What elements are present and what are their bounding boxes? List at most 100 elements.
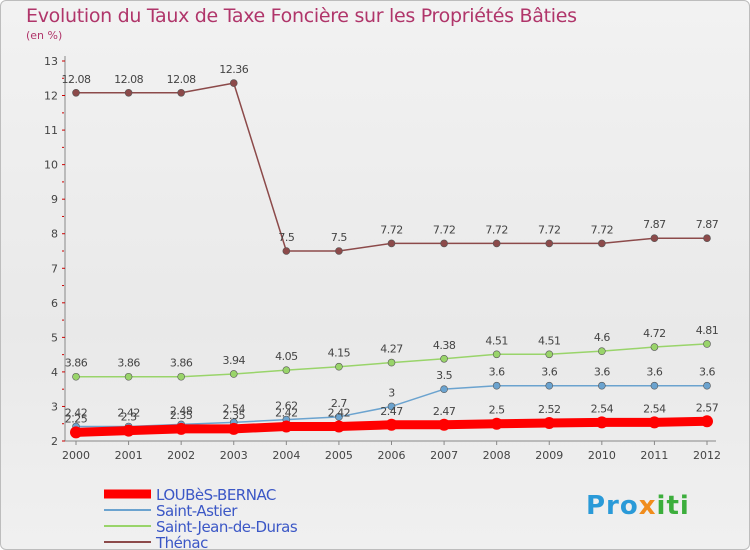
data-label-Thénac-2006: 7.72: [380, 223, 403, 236]
logo-part-3: iti: [656, 491, 690, 521]
point-Thénac-2012: [703, 234, 711, 243]
data-label-LOUBèS-BERNAC-2002: 2.35: [170, 409, 193, 422]
data-label-Saint-Jean-de-Duras-2006: 4.27: [380, 343, 403, 356]
point-Thénac-2002: [177, 88, 185, 97]
point-Saint-Astier-2005: [335, 413, 343, 421]
point-LOUBèS-BERNAC-2004: [280, 420, 293, 433]
x-tick-label-2004: 2004: [272, 449, 300, 462]
x-tick-label-2000: 2000: [62, 449, 90, 462]
x-tick-label-2009: 2009: [535, 449, 563, 462]
point-Saint-Jean-de-Duras-2000: [72, 372, 80, 381]
y-tick-label-3: 3: [51, 400, 58, 413]
data-label-Saint-Jean-de-Duras-2000: 3.86: [65, 357, 88, 370]
point-Saint-Astier-2010: [598, 381, 606, 390]
legend-label-Saint-Astier: Saint-Astier: [156, 502, 238, 520]
point-Saint-Jean-de-Duras-2007: [440, 354, 448, 363]
data-label-Saint-Astier-2009: 3.6: [541, 366, 557, 379]
x-tick-label-2003: 2003: [220, 449, 248, 462]
point-Saint-Astier-2012: [703, 381, 711, 390]
data-label-Thénac-2012: 7.87: [696, 218, 719, 231]
x-tick-label-2008: 2008: [483, 449, 511, 462]
data-label-Saint-Astier-2002: 2.48: [170, 404, 193, 417]
point-LOUBèS-BERNAC-2010: [595, 416, 608, 429]
data-label-LOUBèS-BERNAC-2006: 2.47: [380, 405, 403, 418]
y-tick-label-8: 8: [51, 228, 58, 241]
y-tick-label-13: 13: [44, 55, 58, 68]
data-label-LOUBèS-BERNAC-2007: 2.47: [433, 405, 456, 418]
x-tick-label-2007: 2007: [430, 449, 458, 462]
point-Thénac-2008: [492, 239, 501, 248]
point-LOUBèS-BERNAC-2012: [701, 415, 713, 428]
data-label-Saint-Jean-de-Duras-2011: 4.72: [643, 327, 666, 340]
chart-subtitle: (en %): [26, 29, 63, 42]
point-LOUBèS-BERNAC-2001: [122, 424, 135, 437]
data-label-Saint-Jean-de-Duras-2004: 4.05: [275, 350, 298, 363]
data-label-Thénac-2007: 7.72: [433, 223, 456, 236]
data-label-Thénac-2002: 12.08: [167, 73, 196, 86]
point-Saint-Jean-de-Duras-2002: [177, 372, 185, 381]
point-Thénac-2009: [545, 239, 554, 248]
data-label-Saint-Jean-de-Duras-2007: 4.38: [433, 339, 456, 352]
data-label-Saint-Astier-2008: 3.6: [489, 366, 505, 379]
data-label-LOUBèS-BERNAC-2011: 2.54: [643, 402, 666, 415]
data-label-Saint-Astier-2011: 3.6: [646, 366, 662, 379]
point-Saint-Jean-de-Duras-2004: [282, 366, 291, 374]
data-label-Thénac-2004: 7.5: [278, 231, 294, 244]
logo-part-2: x: [638, 491, 657, 521]
point-Saint-Jean-de-Duras-2011: [650, 343, 659, 351]
point-LOUBèS-BERNAC-2011: [648, 416, 661, 429]
data-label-Saint-Astier-2010: 3.6: [594, 366, 610, 379]
point-Saint-Jean-de-Duras-2001: [124, 372, 133, 381]
point-Saint-Astier-2007: [440, 385, 448, 393]
data-label-Thénac-2009: 7.72: [538, 223, 561, 236]
legend-label-LOUBèS-BERNAC: LOUBèS-BERNAC: [156, 486, 276, 504]
point-Thénac-2007: [440, 239, 448, 248]
point-Saint-Jean-de-Duras-2005: [335, 362, 343, 371]
y-tick-label-6: 6: [51, 297, 58, 310]
data-label-Saint-Jean-de-Duras-2005: 4.15: [328, 347, 351, 360]
point-LOUBèS-BERNAC-2003: [227, 422, 240, 435]
point-Saint-Jean-de-Duras-2012: [703, 340, 711, 348]
x-tick-label-2006: 2006: [378, 449, 406, 462]
data-label-Thénac-2001: 12.08: [114, 73, 143, 86]
data-label-Saint-Jean-de-Duras-2001: 3.86: [117, 357, 140, 370]
x-tick-label-2005: 2005: [325, 449, 353, 462]
data-label-LOUBèS-BERNAC-2012: 2.57: [696, 401, 719, 414]
data-label-Saint-Astier-2005: 2.7: [331, 397, 347, 410]
data-label-Saint-Astier-2000: 2.42: [65, 406, 88, 419]
y-tick-label-11: 11: [44, 124, 58, 137]
data-label-Thénac-2010: 7.72: [591, 223, 614, 236]
point-Thénac-2000: [72, 88, 80, 97]
data-label-LOUBèS-BERNAC-2003: 2.35: [223, 409, 246, 422]
x-tick-label-2010: 2010: [588, 449, 616, 462]
point-LOUBèS-BERNAC-2000: [70, 426, 82, 439]
point-Saint-Astier-2009: [545, 381, 554, 390]
data-label-Saint-Jean-de-Duras-2012: 4.81: [696, 324, 719, 337]
y-tick-label-10: 10: [44, 159, 58, 172]
y-tick-label-2: 2: [51, 435, 58, 448]
data-label-Saint-Astier-2004: 2.62: [275, 400, 298, 413]
data-label-Saint-Astier-2003: 2.54: [223, 402, 246, 415]
data-label-LOUBèS-BERNAC-2008: 2.5: [489, 404, 505, 417]
data-label-Thénac-2005: 7.5: [331, 231, 347, 244]
y-tick-label-5: 5: [51, 331, 58, 344]
point-Saint-Jean-de-Duras-2009: [545, 350, 554, 359]
x-tick-label-2001: 2001: [115, 449, 143, 462]
legend-label-Saint-Jean-de-Duras: Saint-Jean-de-Duras: [156, 518, 298, 536]
logo-part-1: Pro: [586, 491, 639, 521]
point-Saint-Jean-de-Duras-2003: [229, 370, 238, 378]
data-label-LOUBèS-BERNAC-2000: 2.25: [65, 412, 88, 425]
point-Saint-Jean-de-Duras-2006: [387, 358, 396, 367]
data-label-LOUBèS-BERNAC-2010: 2.54: [591, 402, 614, 415]
proxiti-logo: Proxiti: [586, 491, 690, 521]
point-Thénac-2010: [598, 239, 606, 248]
point-LOUBèS-BERNAC-2006: [385, 418, 398, 431]
data-label-LOUBèS-BERNAC-2005: 2.42: [328, 406, 351, 419]
point-Saint-Astier-2011: [650, 381, 659, 390]
point-Thénac-2001: [124, 88, 133, 97]
y-tick-label-7: 7: [51, 262, 58, 275]
data-label-Saint-Astier-2012: 3.6: [699, 366, 715, 379]
point-Thénac-2011: [650, 234, 659, 243]
